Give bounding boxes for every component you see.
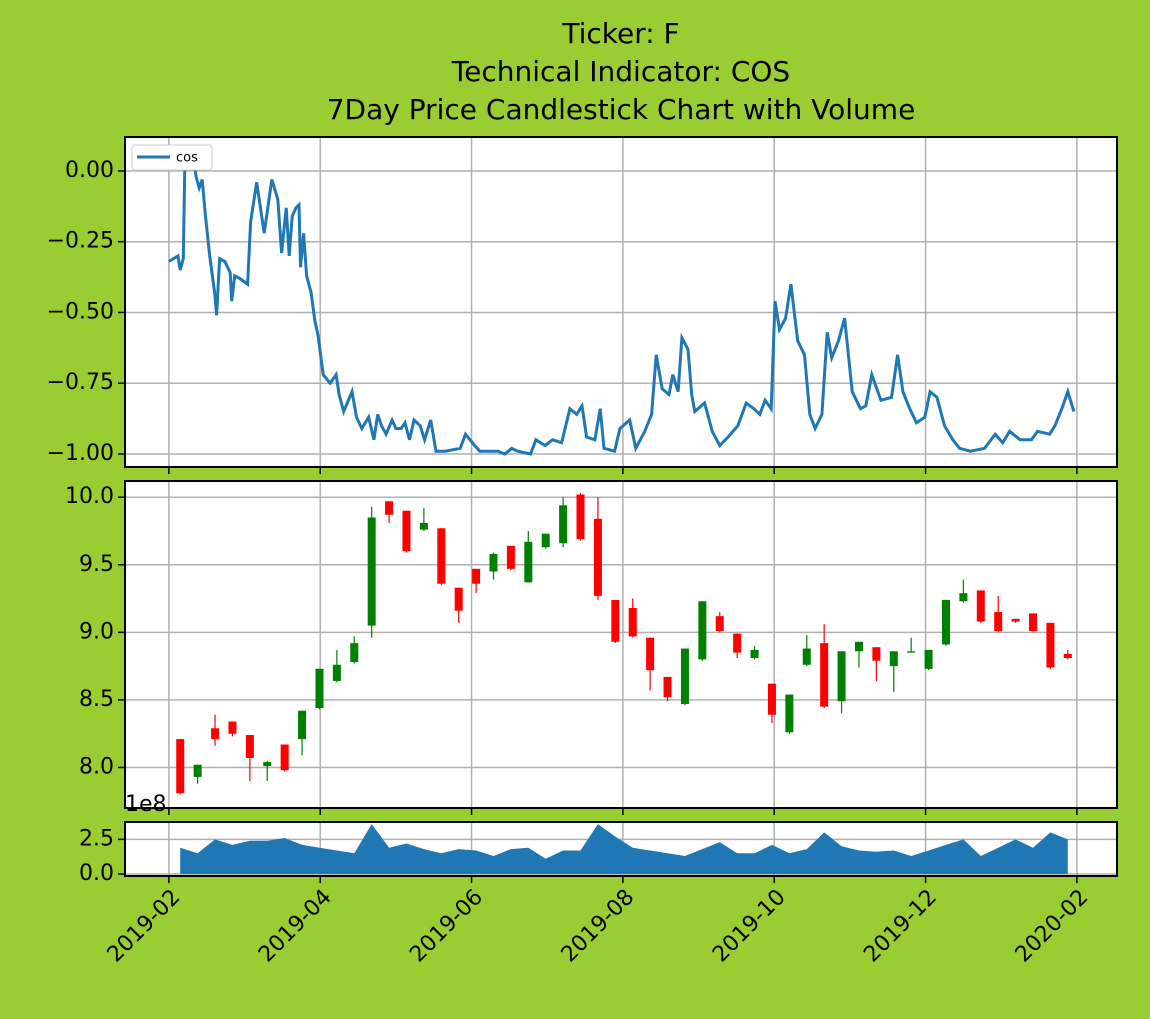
- candle-body: [733, 633, 742, 653]
- candle-body: [245, 735, 254, 759]
- candle-body: [437, 528, 446, 584]
- candle-body: [472, 568, 481, 584]
- candle-body: [211, 728, 220, 740]
- candle-body: [1029, 613, 1038, 631]
- candle-body: [1046, 622, 1055, 668]
- candle-body: [228, 721, 237, 734]
- plot-frame: [124, 480, 1118, 809]
- candle-body: [454, 587, 463, 611]
- title-line: 7Day Price Candlestick Chart with Volume: [327, 93, 916, 126]
- candle-body: [506, 545, 515, 569]
- candle-body: [820, 643, 829, 707]
- candle-body: [524, 541, 533, 583]
- title-line: Ticker: F: [561, 17, 679, 50]
- title-line: Technical Indicator: COS: [451, 55, 790, 88]
- candle-body: [785, 694, 794, 733]
- candle-body: [541, 533, 550, 548]
- y-tick-label: −0.25: [47, 229, 114, 254]
- plot-area: [125, 137, 1117, 467]
- candle-body: [280, 744, 289, 771]
- candle-body: [193, 764, 202, 777]
- y-tick-label: −0.75: [47, 370, 114, 395]
- candle-body: [628, 608, 637, 637]
- candle-body: [907, 651, 916, 653]
- candle-body: [402, 510, 411, 552]
- candle-body: [924, 649, 933, 669]
- y-tick-label: 9.0: [79, 619, 114, 644]
- candle-body: [576, 494, 585, 540]
- y-tick-label: 9.5: [79, 552, 114, 577]
- candle-body: [889, 651, 898, 667]
- candle-body: [559, 505, 568, 544]
- candle-body: [611, 599, 620, 642]
- candle-body: [332, 664, 341, 681]
- y-tick-label: 8.5: [79, 687, 114, 712]
- candle-body: [315, 668, 324, 709]
- candle-body: [489, 553, 498, 572]
- line: [168, 153, 1076, 456]
- candle-body: [837, 651, 846, 702]
- candle-body: [941, 599, 950, 645]
- candle-body: [680, 648, 689, 704]
- candle-body: [976, 590, 985, 622]
- candle-body: [176, 739, 185, 794]
- candle-body: [959, 593, 968, 602]
- candle-body: [767, 683, 776, 715]
- y-tick-label: 0.00: [65, 158, 114, 183]
- candle-body: [263, 762, 272, 767]
- candle-body: [994, 612, 1003, 631]
- candle-body: [298, 710, 307, 740]
- candle-body: [593, 518, 602, 596]
- y-tick-label: 2.5: [79, 826, 114, 851]
- candle-body: [1063, 653, 1072, 659]
- candle-body: [750, 649, 759, 659]
- candle-body: [385, 501, 394, 515]
- candle-body: [802, 648, 811, 665]
- offset-label: 1e8: [125, 792, 167, 817]
- candle-body: [367, 517, 376, 626]
- legend-label: cos: [176, 151, 198, 166]
- plot-area: [125, 481, 1117, 808]
- y-tick-label: −0.50: [47, 299, 114, 324]
- candle-body: [1011, 618, 1020, 622]
- plot-frame: [124, 821, 1118, 877]
- legend-box: [131, 144, 213, 171]
- candle-body: [350, 643, 359, 663]
- candle-body: [646, 637, 655, 671]
- candle-body: [419, 522, 428, 530]
- y-tick-label: 8.0: [79, 754, 114, 779]
- area: [180, 824, 1068, 875]
- candle-body: [872, 647, 881, 661]
- candle-body: [715, 616, 724, 631]
- candle-body: [663, 676, 672, 698]
- y-tick-label: 0.0: [79, 861, 114, 886]
- y-tick-label: −1.00: [47, 441, 114, 466]
- candle-body: [854, 641, 863, 652]
- candle-body: [698, 601, 707, 660]
- plot-frame: [124, 136, 1118, 468]
- y-tick-label: 10.0: [65, 484, 114, 509]
